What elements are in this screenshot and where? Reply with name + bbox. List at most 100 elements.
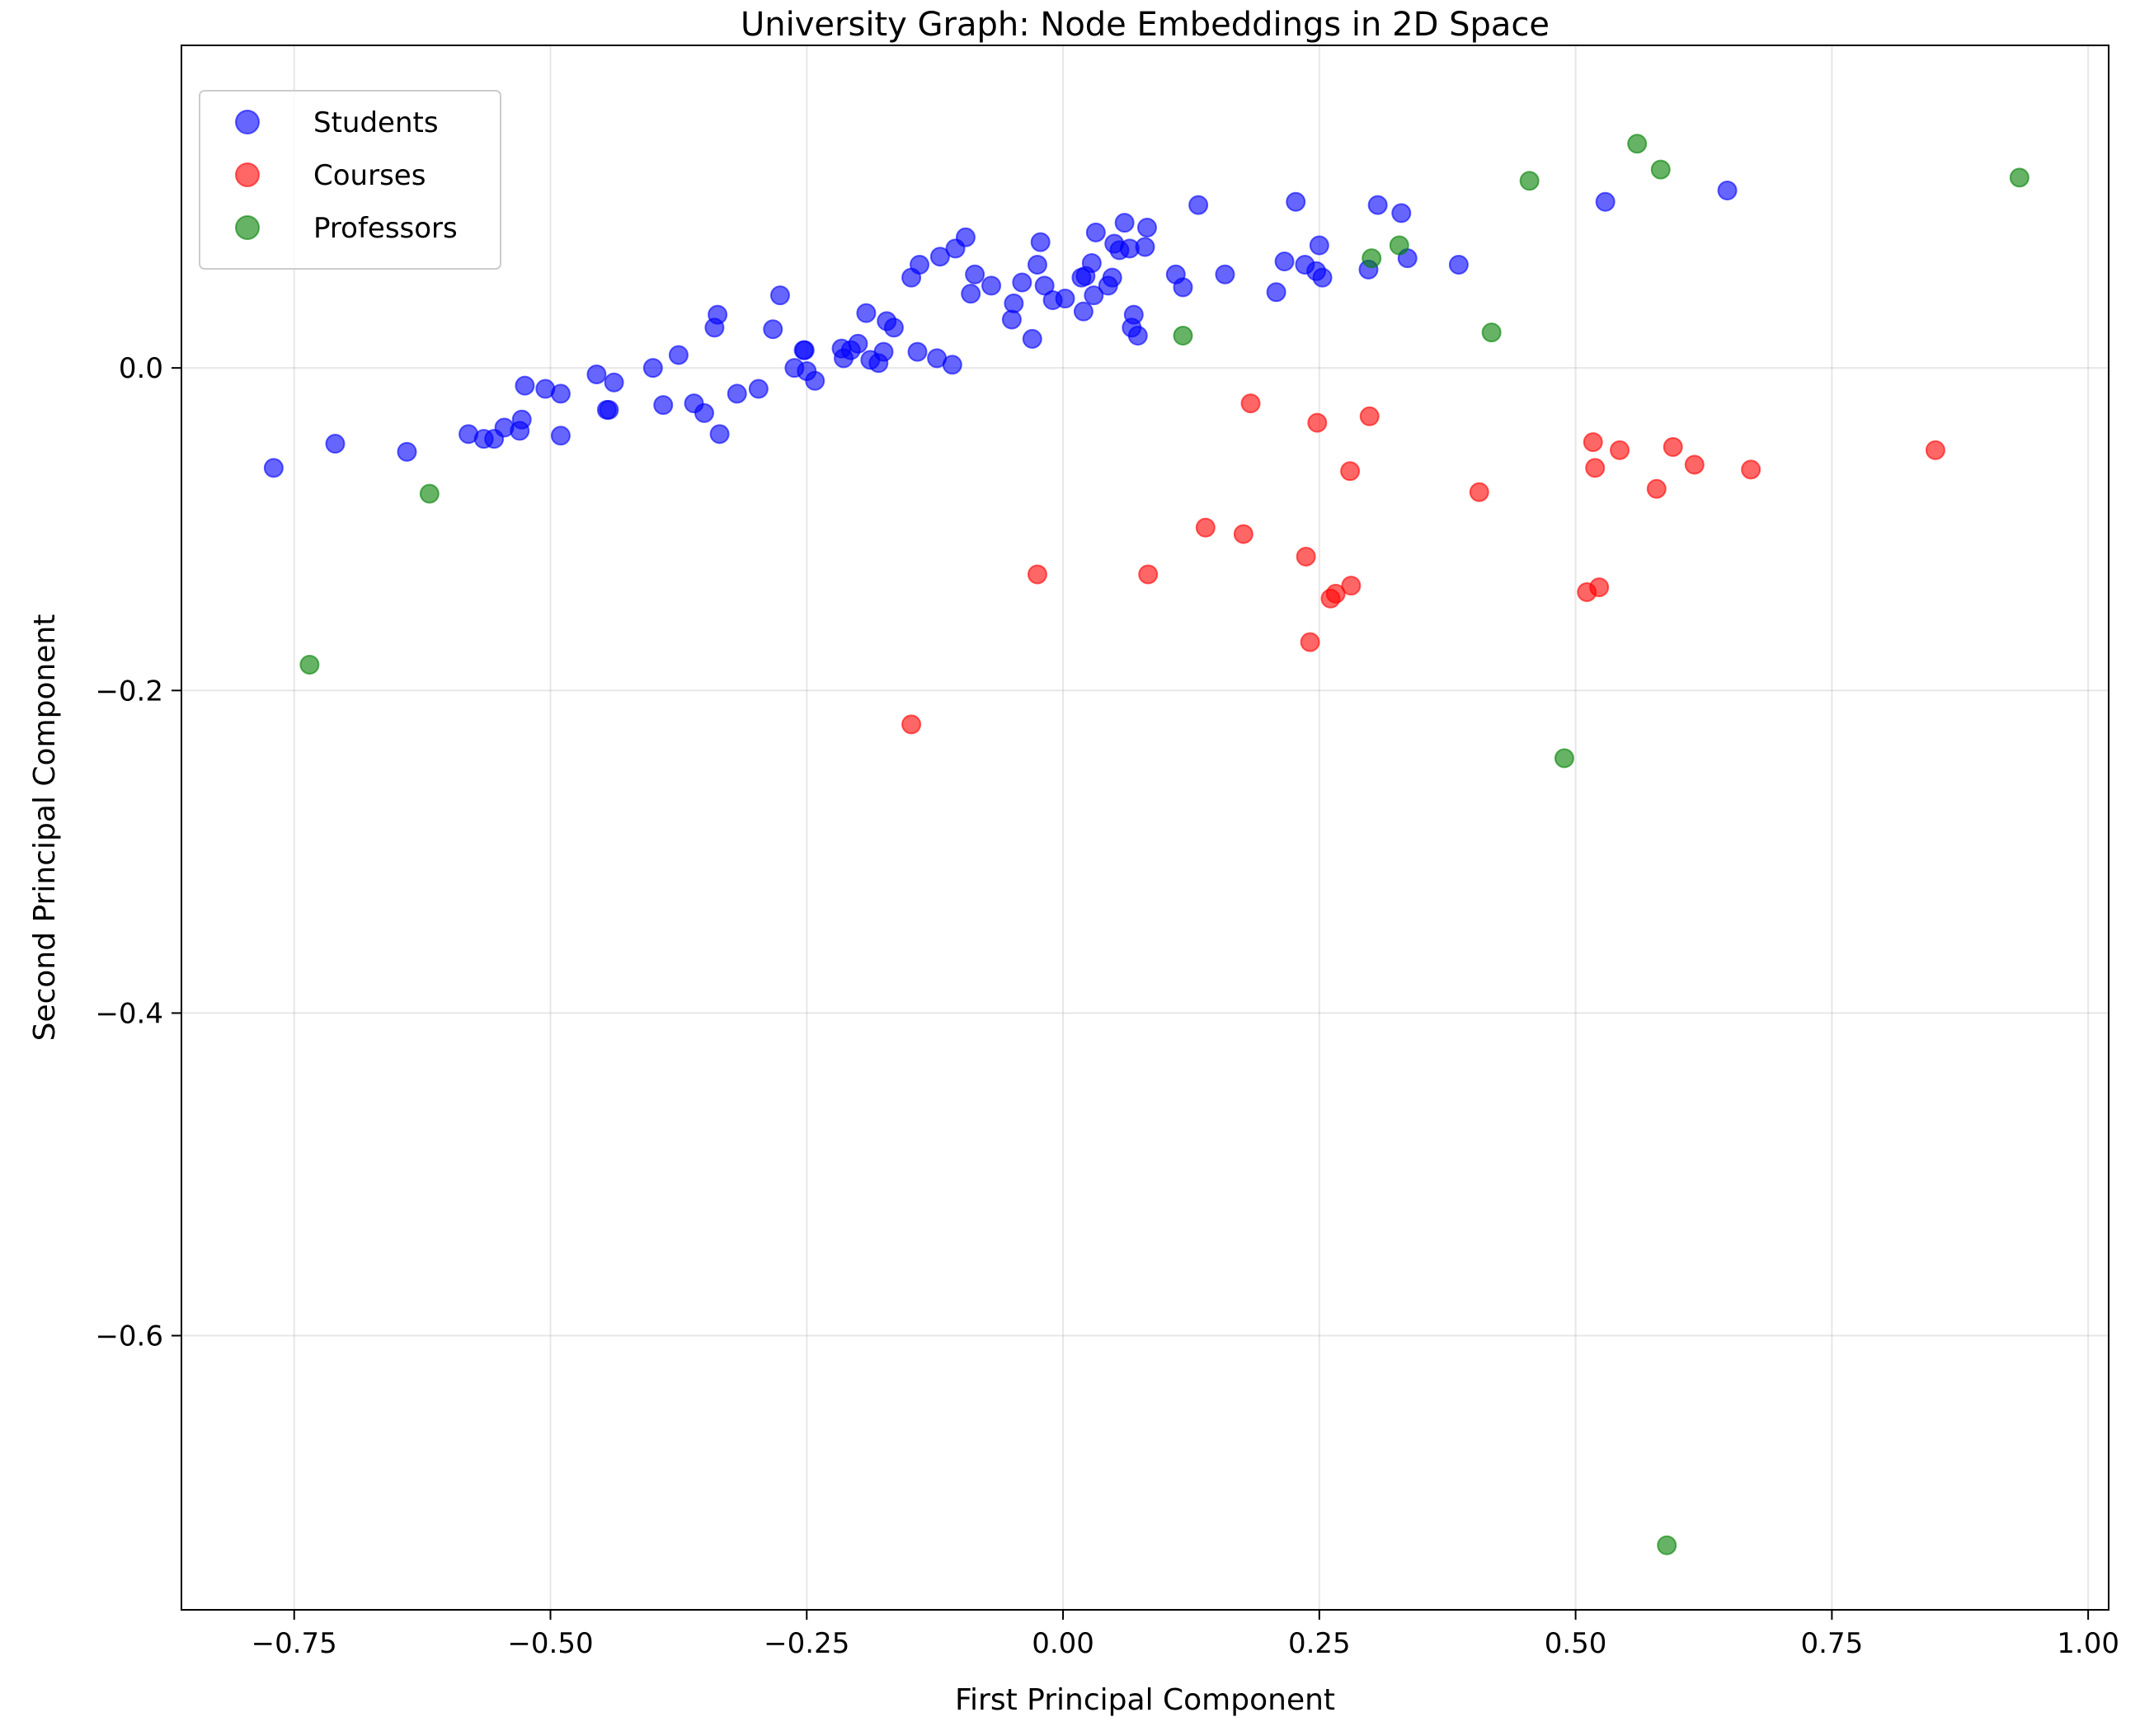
point-students	[763, 319, 783, 340]
point-courses	[1469, 482, 1489, 502]
point-courses	[1325, 583, 1346, 604]
point-students	[1030, 232, 1051, 252]
point-students	[1027, 254, 1047, 275]
chart-title: University Graph: Node Embeddings in 2D …	[741, 6, 1550, 44]
point-students	[907, 341, 928, 362]
point-students	[709, 424, 730, 445]
legend-label-students: Students	[313, 106, 439, 139]
point-students	[856, 303, 877, 323]
point-courses	[1307, 412, 1328, 433]
point-students	[981, 275, 1002, 296]
x-tick-label: 0.75	[1801, 1627, 1864, 1660]
point-students	[1012, 272, 1032, 293]
point-courses	[1233, 524, 1253, 544]
x-tick-label: 0.25	[1288, 1627, 1351, 1660]
grid-lines	[181, 45, 2109, 1610]
point-courses	[1583, 432, 1603, 453]
point-professors	[1173, 326, 1193, 346]
point-courses	[1646, 478, 1667, 499]
point-students	[794, 340, 815, 360]
point-students	[1391, 203, 1412, 223]
x-axis-ticks: −0.75 −0.50 −0.25 0.00 0.25 0.50 0.75 1.00	[252, 1610, 2119, 1660]
point-students	[1367, 195, 1388, 215]
point-students	[653, 395, 674, 416]
legend-marker-professors	[235, 215, 260, 240]
point-courses	[1610, 440, 1630, 460]
legend-label-professors: Professors	[313, 212, 458, 245]
legend-marker-courses	[235, 162, 260, 187]
point-students	[604, 372, 624, 393]
point-courses	[1195, 517, 1216, 538]
point-professors	[2009, 167, 2029, 188]
point-students	[550, 383, 571, 404]
point-students	[1717, 181, 1738, 201]
point-students	[1001, 309, 1022, 330]
point-professors	[1481, 322, 1502, 343]
point-students	[1004, 293, 1024, 313]
point-students	[748, 379, 769, 399]
plot-area-frame	[181, 45, 2109, 1611]
point-students	[694, 402, 714, 423]
point-courses	[1296, 546, 1316, 567]
point-students	[1127, 326, 1148, 346]
point-students	[515, 375, 535, 396]
point-students	[769, 285, 790, 306]
point-courses	[1663, 436, 1683, 457]
x-tick-label: −0.25	[764, 1627, 849, 1660]
legend: Students Courses Professors	[199, 90, 501, 270]
point-students	[668, 345, 689, 365]
point-students	[1136, 217, 1157, 238]
point-students	[511, 409, 532, 430]
point-students	[1286, 191, 1306, 212]
point-students	[955, 227, 976, 247]
y-tick-label: −0.4	[95, 997, 163, 1030]
x-tick-label: 1.00	[2057, 1627, 2119, 1660]
point-courses	[1240, 393, 1261, 414]
point-students	[263, 458, 284, 478]
point-students	[727, 383, 747, 404]
point-professors	[1362, 248, 1382, 269]
point-courses	[901, 714, 922, 735]
legend-box	[199, 90, 501, 270]
point-students	[848, 333, 868, 354]
point-students	[1173, 277, 1193, 298]
point-professors	[1389, 235, 1409, 256]
point-courses	[1589, 577, 1610, 598]
y-axis-ticks: 0.0 −0.2 −0.4 −0.6	[95, 352, 181, 1353]
point-courses	[1138, 564, 1159, 585]
point-professors	[1627, 134, 1648, 154]
point-courses	[1741, 459, 1761, 480]
point-students	[1123, 304, 1144, 325]
point-students	[1448, 254, 1469, 275]
point-professors	[1519, 171, 1540, 191]
point-students	[965, 264, 985, 285]
legend-label-courses: Courses	[313, 159, 426, 192]
point-courses	[1340, 461, 1361, 482]
point-courses	[1359, 406, 1380, 426]
point-students	[708, 304, 728, 325]
point-students	[642, 358, 663, 379]
y-tick-label: 0.0	[119, 352, 163, 385]
y-axis-label: Second Principal Component	[28, 614, 62, 1042]
point-students	[586, 364, 607, 384]
data-points	[263, 134, 2029, 1555]
point-students	[397, 441, 417, 462]
y-tick-label: −0.2	[95, 675, 163, 708]
legend-marker-students	[235, 110, 260, 134]
point-courses	[1300, 632, 1320, 652]
point-students	[325, 434, 346, 454]
point-students	[883, 318, 904, 338]
point-courses	[1341, 576, 1362, 596]
point-students	[599, 399, 619, 420]
x-axis-label: First Principal Component	[955, 1683, 1335, 1717]
point-students	[1266, 282, 1286, 303]
x-tick-label: 0.50	[1545, 1627, 1607, 1660]
point-students	[1309, 235, 1329, 256]
point-courses	[1925, 440, 1945, 460]
point-professors	[1657, 1535, 1677, 1555]
point-students	[1022, 328, 1042, 349]
point-students	[1084, 285, 1104, 306]
x-tick-label: −0.75	[252, 1627, 337, 1660]
